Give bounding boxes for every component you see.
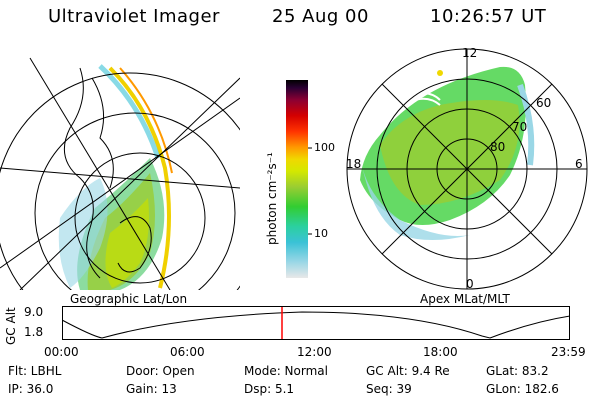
mlat-label-80: 80	[490, 140, 506, 154]
status-glat: GLat: 83.2	[486, 364, 549, 378]
x-tick-2359: 23:59	[551, 345, 586, 359]
x-tick-1800: 18:00	[423, 345, 458, 359]
mlat-label-60: 60	[536, 96, 552, 110]
status-filter: Flt: LBHL	[8, 364, 62, 378]
time-label: 10:26:57 UT	[430, 6, 547, 27]
date-label: 25 Aug 00	[272, 6, 369, 27]
mlat-label-70: 70	[512, 120, 528, 134]
x-tick-1200: 12:00	[297, 345, 332, 359]
mlt-label-left: 18	[346, 157, 362, 171]
x-tick-0600: 06:00	[170, 345, 205, 359]
altitude-plot	[62, 306, 570, 340]
status-gain: Gain: 13	[126, 382, 177, 396]
x-tick-0000: 00:00	[44, 345, 79, 359]
polar-mlat-mlt-plot	[346, 48, 588, 290]
status-seq: Seq: 39	[366, 382, 412, 396]
status-dsp: Dsp: 5.1	[244, 382, 295, 396]
status-ip: IP: 36.0	[8, 382, 54, 396]
mlt-label-top: 12	[462, 46, 478, 60]
mlt-label-right: 6	[575, 157, 583, 171]
geographic-map	[0, 57, 240, 290]
altitude-axis-label: GC Alt	[4, 307, 18, 345]
status-door: Door: Open	[126, 364, 195, 378]
apex-caption: Apex MLat/MLT	[420, 292, 510, 306]
status-mode: Mode: Normal	[244, 364, 328, 378]
status-glon: GLon: 182.6	[486, 382, 559, 396]
altitude-tick-high: 9.0	[24, 305, 44, 319]
geographic-caption: Geographic Lat/Lon	[70, 292, 188, 306]
colorbar-tick-100: 100	[314, 141, 335, 154]
mlt-label-bottom: 0	[466, 277, 474, 291]
instrument-title: Ultraviolet Imager	[48, 6, 220, 27]
colorbar-tick-10: 10	[314, 227, 328, 240]
colorbar-unit-label: photon cm⁻²s⁻¹	[265, 152, 279, 245]
altitude-tick-low: 1.8	[24, 325, 44, 339]
status-gc-alt: GC Alt: 9.4 Re	[366, 364, 450, 378]
colorbar	[286, 80, 312, 278]
